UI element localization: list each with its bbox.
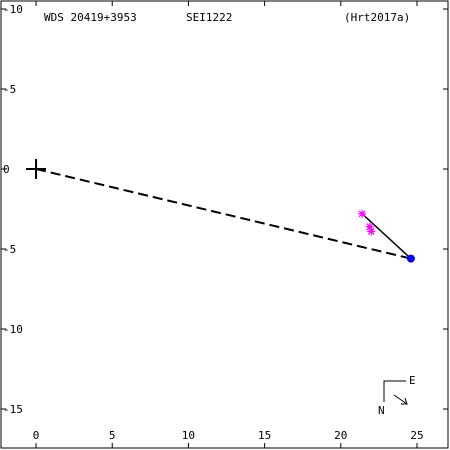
y-tick-label: 0 (3, 163, 10, 176)
motion-arrow-head (401, 397, 408, 405)
x-tick-label: 5 (109, 429, 116, 442)
marks (26, 159, 415, 263)
y-tick-label: -10 (3, 3, 23, 16)
observation-star (367, 227, 376, 236)
star-stroke (367, 227, 375, 235)
disc-label: SEI1222 (186, 11, 232, 24)
dashed-separation-line (35, 168, 412, 260)
x-tick-label: 25 (410, 429, 423, 442)
x-tick-label: 10 (182, 429, 195, 442)
orbit-path-line (361, 213, 412, 260)
x-tick-label: 15 (258, 429, 271, 442)
motion-arrow (393, 394, 408, 405)
star-stroke (358, 210, 366, 218)
x-tick-label: 20 (334, 429, 347, 442)
wds-label: WDS 20419+3953 (44, 11, 137, 24)
compass-north-label: N (378, 404, 385, 417)
observation-star (358, 209, 367, 218)
y-tick-label: -5 (3, 83, 16, 96)
x-tick-label: 0 (33, 429, 40, 442)
y-tick-label: -15 (3, 403, 23, 416)
star-stroke (366, 223, 374, 231)
compass-east-label: E (409, 374, 416, 387)
compass-arrow (383, 380, 406, 402)
y-tick-label: -10 (3, 323, 23, 336)
y-tick-label: -5 (3, 243, 16, 256)
observation-dot (406, 254, 415, 263)
ref-label: (Hrt2017a) (344, 11, 410, 24)
compass: E N (378, 374, 416, 417)
